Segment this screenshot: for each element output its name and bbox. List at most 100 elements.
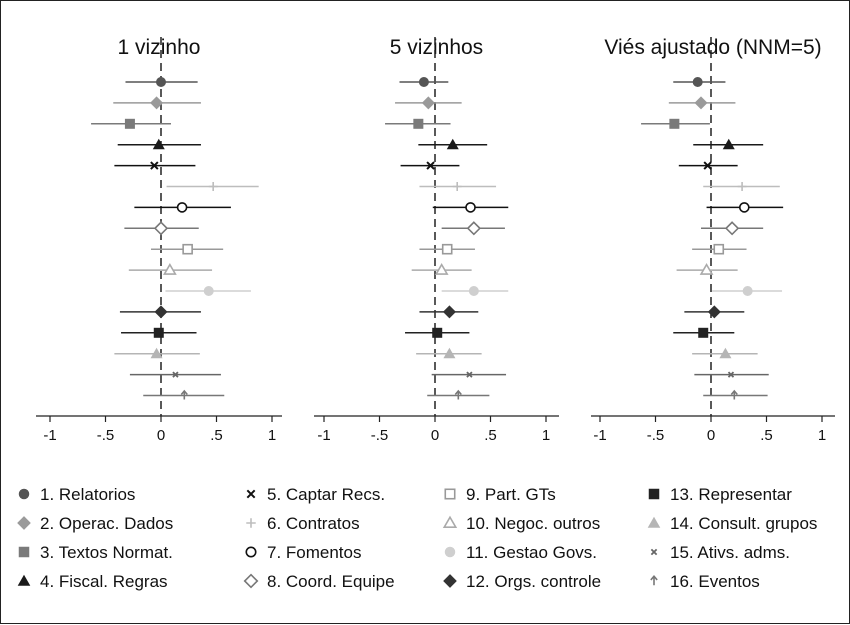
legend-label: 9. Part. GTs — [466, 485, 556, 504]
point-estimate-marker — [150, 161, 159, 170]
panel-1: 1 vizinho -1 -.5 0 .5 1 — [36, 36, 282, 444]
series-15-estimate — [694, 371, 769, 378]
point-estimate-marker — [152, 138, 165, 150]
point-estimate-marker — [172, 371, 179, 378]
legend-item-12: 12. Orgs. controle — [443, 572, 601, 591]
series-7-estimate — [134, 202, 231, 213]
legend-item-16: 16. Eventos — [650, 572, 760, 591]
panel-3: Viés ajustado (NNM=5) -1 -.5 0 .5 1 — [591, 36, 835, 444]
series-14-estimate — [114, 347, 200, 359]
series-3-estimate — [641, 118, 710, 129]
series-1-estimate — [125, 77, 198, 87]
series-6-estimate — [166, 182, 259, 191]
series-15-estimate — [129, 371, 221, 378]
legend-marker-icon — [647, 516, 661, 528]
point-estimate-marker — [669, 118, 680, 129]
legend-label: 7. Fomentos — [267, 543, 362, 562]
x-tick-label: .5 — [210, 427, 223, 444]
x-tick-label: 0 — [431, 427, 439, 444]
point-estimate-marker — [465, 202, 476, 213]
series-5-estimate — [678, 161, 738, 170]
legend-item-3: 3. Textos Normat. — [18, 543, 173, 562]
legend-label: 8. Coord. Equipe — [267, 572, 395, 591]
point-estimate-marker — [468, 286, 479, 296]
series-13-estimate — [673, 327, 735, 338]
series-5-estimate — [400, 161, 460, 170]
point-estimate-marker — [162, 263, 177, 275]
point-estimate-marker — [154, 305, 168, 319]
series-7-estimate — [432, 202, 509, 213]
series-4-estimate — [693, 138, 764, 150]
x-tick-label: 1 — [542, 427, 550, 444]
point-estimate-marker — [713, 243, 725, 255]
series-12-estimate — [119, 305, 201, 319]
legend-item-9: 9. Part. GTs — [444, 485, 556, 504]
series-11-estimate — [441, 286, 509, 296]
series-6-estimate — [419, 182, 497, 191]
series-10-estimate — [411, 263, 472, 275]
point-estimate-marker — [421, 96, 435, 110]
point-estimate-marker — [454, 389, 462, 400]
point-estimate-marker — [719, 347, 732, 359]
x-tick-label: 1 — [268, 427, 276, 444]
series-4-estimate — [117, 138, 201, 150]
series-8-estimate — [441, 221, 505, 236]
point-estimate-marker — [466, 221, 481, 236]
series-6-estimate — [703, 182, 780, 191]
point-estimate-marker — [698, 327, 709, 338]
legend-label: 13. Representar — [670, 485, 792, 504]
series-1-estimate — [673, 77, 726, 87]
series-2-estimate — [668, 96, 736, 110]
point-estimate-marker — [694, 96, 708, 110]
legend-item-7: 7. Fomentos — [245, 543, 362, 562]
point-estimate-marker — [442, 305, 456, 319]
legend-label: 11. Gestao Govs. — [466, 543, 597, 562]
panel-title: 1 vizinho — [118, 36, 201, 59]
legend-label: 6. Contratos — [267, 514, 360, 533]
legend-marker-icon — [444, 546, 456, 558]
panel-title: 5 vizinhos — [390, 36, 483, 59]
point-estimate-marker — [124, 118, 135, 129]
panel-2: 5 vizinhos -1 -.5 0 .5 1 — [314, 36, 559, 444]
series-16-estimate — [427, 389, 490, 400]
series-13-estimate — [405, 327, 470, 338]
legend-marker-icon — [243, 573, 259, 589]
point-estimate-marker — [443, 347, 456, 359]
legend-item-5: 5. Captar Recs. — [246, 485, 385, 504]
x-tick-label: 0 — [157, 427, 165, 444]
legend-label: 12. Orgs. controle — [466, 572, 601, 591]
series-12-estimate — [684, 305, 745, 319]
point-estimate-marker — [446, 138, 459, 150]
legend-item-14: 14. Consult. grupos — [647, 514, 817, 533]
series-9-estimate — [692, 243, 747, 255]
series-10-estimate — [128, 263, 213, 275]
series-14-estimate — [416, 347, 482, 359]
x-tick-label: -.5 — [371, 427, 389, 444]
series-9-estimate — [419, 243, 475, 255]
legend-label: 3. Textos Normat. — [40, 543, 173, 562]
legend-label: 5. Captar Recs. — [267, 485, 385, 504]
series-9-estimate — [151, 243, 224, 255]
point-estimate-marker — [434, 263, 449, 275]
legend-item-11: 11. Gestao Govs. — [444, 543, 597, 562]
point-estimate-marker — [722, 138, 735, 150]
legend-marker-icon — [246, 489, 256, 499]
series-16-estimate — [143, 389, 225, 400]
series-14-estimate — [692, 347, 758, 359]
x-tick-label: 1 — [818, 427, 826, 444]
legend-label: 4. Fiscal. Regras — [40, 572, 168, 591]
x-tick-label: -1 — [593, 427, 606, 444]
legend-item-2: 2. Operac. Dados — [17, 514, 173, 533]
point-estimate-marker — [432, 327, 443, 338]
point-estimate-marker — [153, 327, 164, 338]
legend-label: 14. Consult. grupos — [670, 514, 817, 533]
point-estimate-marker — [426, 161, 435, 170]
legend-item-1: 1. Relatorios — [18, 485, 135, 504]
legend-marker-icon — [17, 516, 31, 530]
series-15-estimate — [431, 371, 507, 378]
series-8-estimate — [124, 221, 199, 236]
series-7-estimate — [706, 202, 784, 213]
legend-label: 15. Ativs. adms. — [670, 543, 790, 562]
x-tick-label: -1 — [317, 427, 330, 444]
